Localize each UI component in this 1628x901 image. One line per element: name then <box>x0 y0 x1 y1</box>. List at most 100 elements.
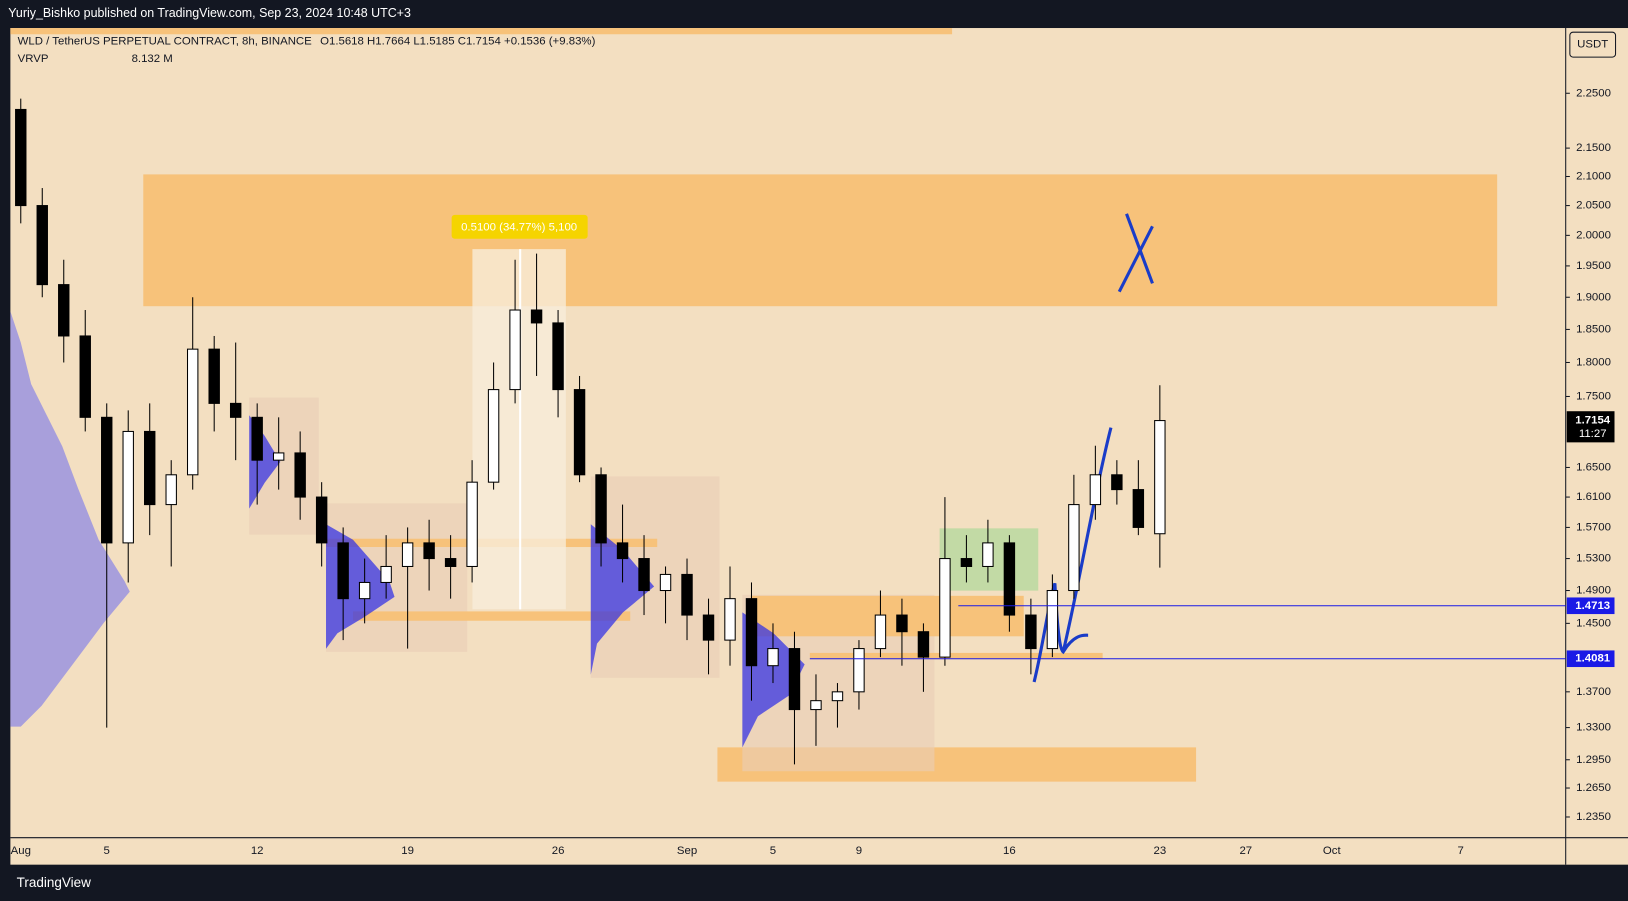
top-band <box>10 28 953 35</box>
candle-body <box>487 389 500 483</box>
currency-button[interactable] <box>1569 31 1617 58</box>
y-tick-label: 1.9500 <box>1576 260 1611 272</box>
price-line-label: 1.4081 <box>1575 653 1611 665</box>
indicator-legend: VRVP 8.132 M <box>18 53 173 65</box>
candle-body <box>788 648 801 711</box>
volume-profile <box>10 311 130 727</box>
measure-label: 0.5100 (34.77%) 5,100 <box>461 221 577 233</box>
ohlc-legend: O1.5618 H1.7664 L1.5185 C1.7154 +0.1536 … <box>320 36 595 48</box>
candle-body <box>58 284 70 337</box>
footer-logo: TradingView <box>17 875 91 890</box>
x-tick-label: Sep <box>677 845 697 857</box>
candle-body <box>552 322 564 391</box>
indicator-value: 8.132 M <box>132 53 173 65</box>
candle-body <box>530 309 543 324</box>
candle-body <box>896 614 908 633</box>
candle-body <box>939 558 951 658</box>
candle-body <box>917 631 930 658</box>
x-tick-label: 12 <box>251 845 264 857</box>
price-line-tag <box>1566 597 1615 615</box>
volume-profile <box>742 612 805 748</box>
candle-body <box>208 348 220 404</box>
candle-body <box>444 558 457 567</box>
y-tick-label: 1.2350 <box>1576 811 1611 823</box>
y-tick-label: 1.4900 <box>1576 585 1611 597</box>
y-tick-label: 1.7500 <box>1576 390 1611 402</box>
candle-body <box>315 496 328 544</box>
candle-body <box>466 481 478 567</box>
candle-body <box>767 648 779 667</box>
candle-body <box>724 598 736 641</box>
candle-body <box>831 691 844 702</box>
last-price-tag <box>1566 411 1615 443</box>
candle-body <box>659 573 672 592</box>
y-tick-label: 1.2950 <box>1576 754 1611 766</box>
candle-body <box>573 389 586 476</box>
price-line-label: 1.4713 <box>1575 600 1610 612</box>
publisher: Yuriy_Bishko published on TradingView.co… <box>8 6 411 20</box>
candle-body <box>1154 420 1166 535</box>
candle-body <box>1025 614 1037 650</box>
y-tick-label: 1.5700 <box>1576 521 1611 533</box>
candle-body <box>1089 474 1102 506</box>
chart-title: WLD / TetherUS PERPETUAL CONTRACT, 8h, B… <box>18 36 596 48</box>
y-tick-label: 2.0000 <box>1576 229 1611 241</box>
price-line-tag <box>1566 650 1615 668</box>
zone <box>809 652 1103 660</box>
y-tick-label: 1.8500 <box>1576 323 1611 335</box>
candle-body <box>982 542 994 567</box>
y-tick-label: 2.2500 <box>1576 87 1611 99</box>
candle-body <box>1046 590 1059 650</box>
candle-body <box>144 430 156 506</box>
candle-body <box>1003 542 1016 616</box>
candle-body <box>401 542 414 567</box>
y-tick-label: 2.1000 <box>1576 171 1611 183</box>
candle-body <box>509 309 521 391</box>
candle-body <box>1132 489 1145 528</box>
y-tick-label: 1.9000 <box>1576 291 1611 303</box>
candle-body <box>960 558 973 567</box>
candle-body <box>294 452 306 498</box>
hand-drawn-x <box>1117 213 1154 293</box>
zone <box>750 595 1024 637</box>
x-tick-label: 27 <box>1239 845 1252 857</box>
x-tick-label: 9 <box>856 845 862 857</box>
currency-label: USDT <box>1577 39 1608 51</box>
candle-body <box>358 581 371 600</box>
countdown: 11:27 <box>1579 428 1607 440</box>
candle-body <box>337 542 349 600</box>
candle-body <box>423 542 435 560</box>
x-tick-label: 23 <box>1154 845 1167 857</box>
indicator: VRVP <box>18 53 49 65</box>
y-tick-label: 1.6500 <box>1576 461 1611 473</box>
candle-body <box>229 402 242 418</box>
candle-body <box>702 614 715 641</box>
candle-body <box>36 205 48 286</box>
candle-body <box>595 474 607 544</box>
x-tick-label: 26 <box>552 845 565 857</box>
x-tick-label: 16 <box>1003 845 1016 857</box>
candle-body <box>1111 474 1123 491</box>
candle-body <box>186 348 199 476</box>
x-tick-label: Oct <box>1323 845 1342 857</box>
candle-body <box>101 416 113 544</box>
y-tick-label: 2.0500 <box>1576 200 1611 212</box>
zone <box>353 611 631 621</box>
candle-body <box>165 474 177 506</box>
candle-body <box>79 335 91 418</box>
candle-body <box>15 108 27 207</box>
candle-body <box>1068 504 1080 592</box>
y-tick-label: 1.3700 <box>1576 686 1611 698</box>
candle-body <box>638 558 650 592</box>
candle-body <box>380 565 392 583</box>
candle-body <box>810 700 822 711</box>
x-tick-label: 7 <box>1458 845 1464 857</box>
candle-body <box>745 598 758 667</box>
marks: 1.2350 1.2650 1.2950 1.3300 1.3700 1.4500 1.49… <box>11 87 1615 857</box>
last-price-label: 1.7154 <box>1575 415 1611 427</box>
y-tick-label: 1.6100 <box>1576 491 1611 503</box>
candle-body <box>853 648 865 693</box>
y-tick-label: 1.4500 <box>1576 617 1611 629</box>
measure-label-box <box>451 214 588 239</box>
